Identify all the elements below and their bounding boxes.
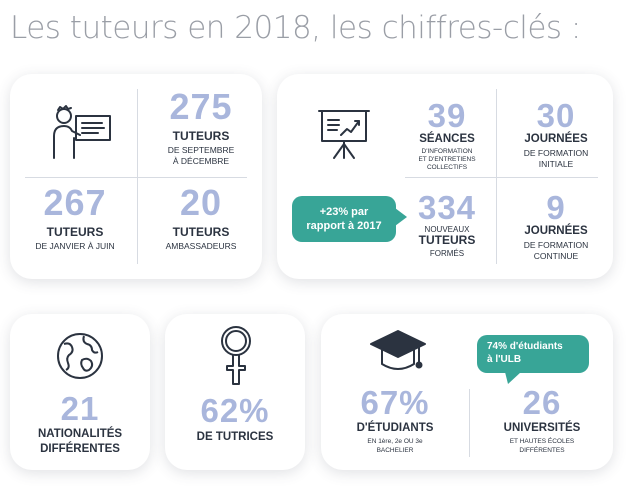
stat-tuteurs-jan-juin: 267 [43,182,107,223]
stat-label: DIFFÉRENTES [40,443,120,455]
stat-label: TUTEURS [418,233,476,247]
stat-journees-continue: 9 [546,189,566,226]
callout-line: à l'ULB [487,354,522,365]
stat-sublabel: ET HAUTES ÉCOLES [509,438,575,445]
stat-sublabel: DE JANVIER À JUIN [35,241,115,251]
stat-sublabel: DIFFÉRENTES [519,447,565,454]
stat-label: JOURNÉES [524,225,588,237]
stat-label: TUTEURS [172,129,230,143]
page-title: Les tuteurs en 2018, les chiffres-clés : [10,10,581,46]
callout-pointer [505,372,521,384]
stat-label: TUTEURS [172,225,230,239]
stat-sublabel: EN 1ère, 2e OU 3e [367,438,423,445]
stat-label: D'ÉTUDIANTS [356,422,434,434]
card-tuteurs: 275 TUTEURS DE SEPTEMBRE À DÉCEMBRE 267 … [10,74,262,279]
card-nationalites: 21 NATIONALITÉS DIFFÉRENTES [10,314,150,470]
graduation-cap-icon [370,330,426,370]
card-formations: 39 SÉANCES D'INFORMATION ET D'ENTRETIENS… [277,74,613,279]
stat-sublabel: AMBASSADEURS [165,241,237,251]
presentation-easel-icon [318,110,370,159]
stat-label: NATIONALITÉS [37,428,123,440]
stat-sublabel: DE FORMATION [523,148,589,158]
stat-sublabel: INITIALE [538,159,574,169]
callout-line: 74% d'étudiants [487,341,563,352]
stat-nouveaux-tuteurs: 334 [417,189,477,226]
globe-icon [57,333,103,379]
card-tutrices: 62% DE TUTRICES [165,314,305,470]
stat-label: JOURNÉES [524,133,588,145]
stat-sublabel: DE FORMATION [523,240,589,250]
female-symbol-icon [221,326,251,385]
stat-sublabel: CONTINUE [533,251,579,261]
stat-etudiants: 67% [360,384,430,421]
ulb-callout: 74% d'étudiants à l'ULB [477,335,589,373]
stat-journees-initiale: 30 [536,97,576,134]
stat-sublabel: NOUVEAUX [424,225,470,234]
stat-seances: 39 [427,97,467,134]
stat-sublabel: COLLECTIFS [426,164,468,171]
callout-line: +23% par [319,206,369,218]
stat-label: UNIVERSITÉS [503,422,581,434]
callout-pointer [395,208,407,226]
stat-tuteurs-sept-dec: 275 [169,86,233,127]
stat-nationalites: 21 [60,390,100,427]
stat-label: DE TUTRICES [196,431,274,443]
stat-sublabel: À DÉCEMBRE [172,156,230,166]
stat-tutrices: 62% [200,392,270,429]
tutor-at-board-icon [53,105,111,159]
callout-line: rapport à 2017 [306,220,382,233]
stat-sublabel: DE SEPTEMBRE [167,145,235,155]
stat-label: TUTEURS [46,225,104,239]
stat-sublabel: BACHELIER [376,447,414,454]
stat-sublabel: FORMÉS [429,249,465,258]
stat-label: SÉANCES [419,133,475,145]
growth-callout: +23% par rapport à 2017 [292,196,396,242]
stat-tuteurs-ambassadeurs: 20 [179,182,223,223]
stat-sublabel: ET D'ENTRETIENS [418,156,476,163]
stat-universites: 26 [522,384,562,421]
stat-sublabel: D'INFORMATION [421,148,473,155]
